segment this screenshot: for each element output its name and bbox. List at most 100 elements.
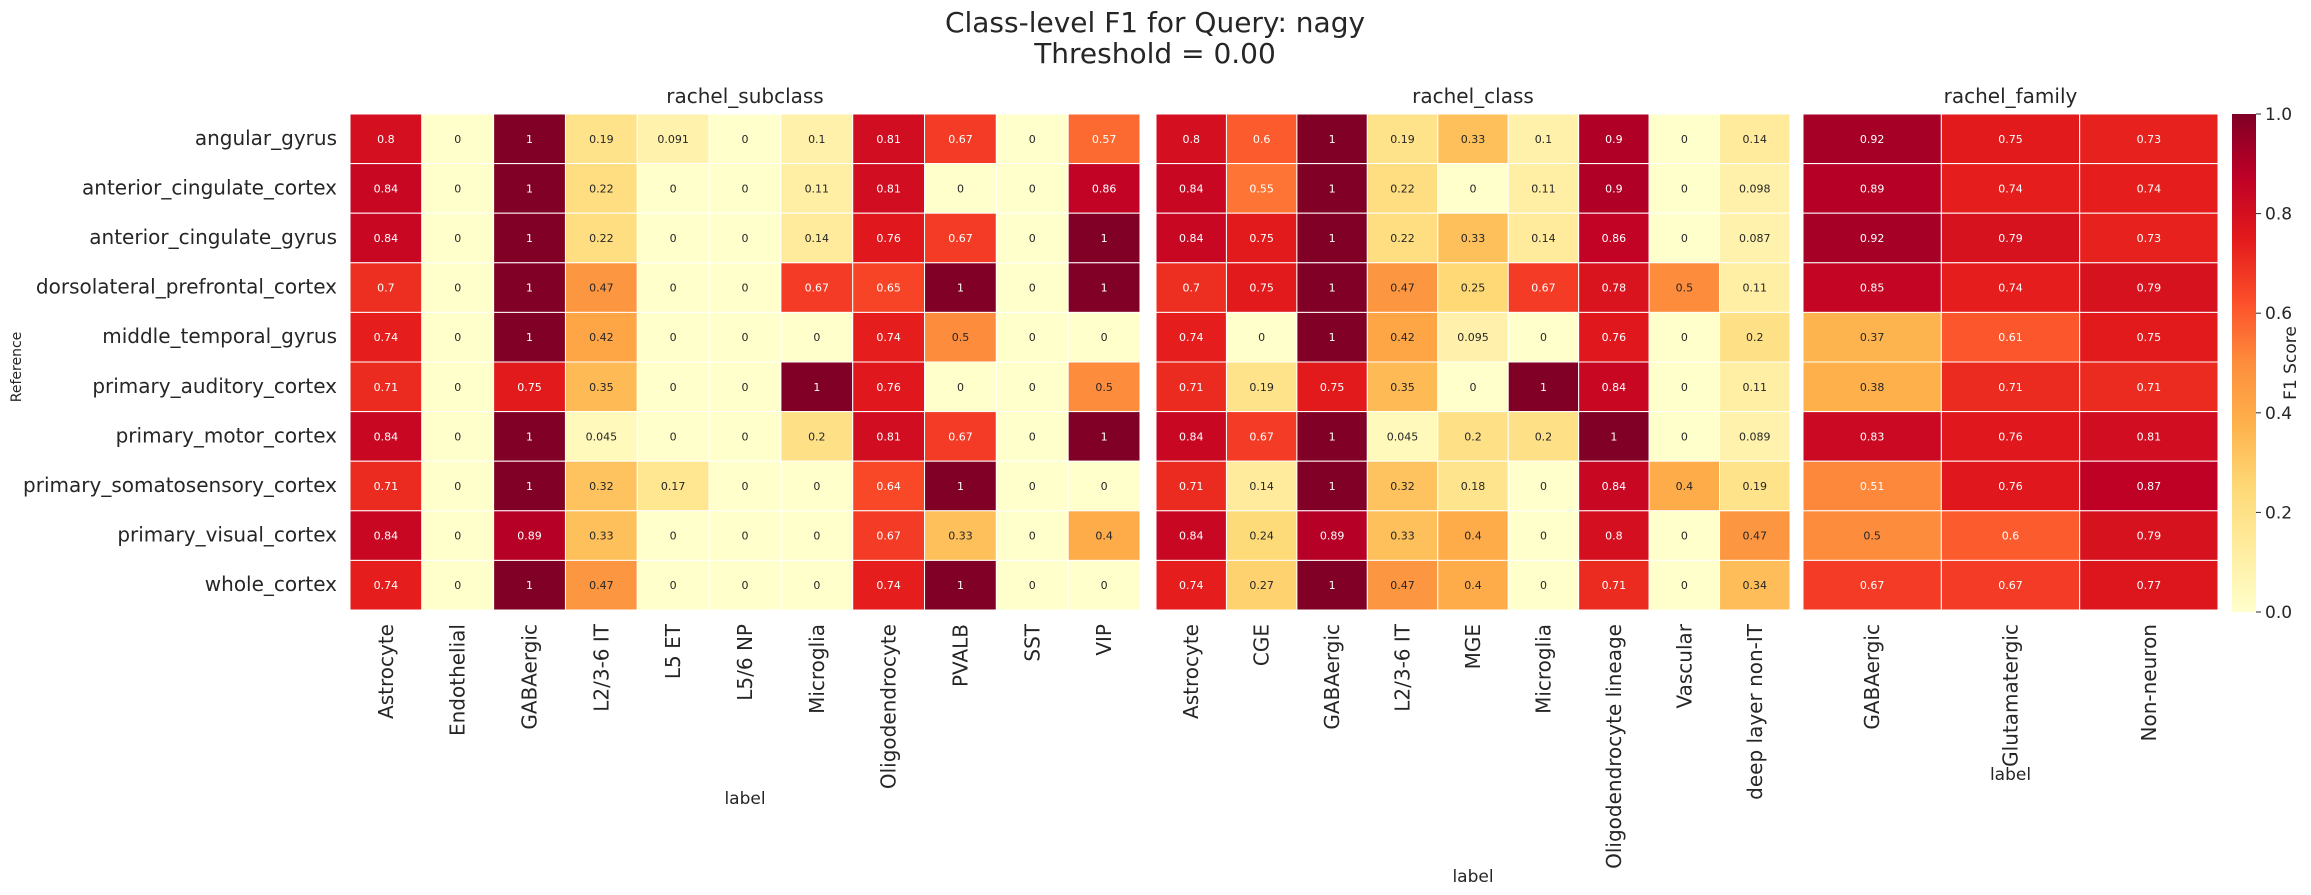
x-tick-label: Vascular (1672, 623, 1696, 708)
x-tick-label: Microglia (805, 624, 829, 714)
heatmap-cell (995, 411, 1069, 462)
heatmap-cell (1719, 559, 1791, 611)
cell-value-label: 0.5 (1676, 282, 1694, 295)
y-axis-label: Reference (9, 332, 25, 403)
x-axis-label: label (724, 789, 765, 809)
cell-value-label: 0 (670, 381, 677, 394)
cell-value-label: 0 (1029, 381, 1036, 394)
heatmap-cell (1225, 163, 1298, 214)
heatmap-cell (1648, 361, 1721, 413)
x-tick-label: GABAergic (518, 624, 542, 730)
cell-value-label: 0.34 (1743, 579, 1768, 592)
cell-value-label: 0.14 (1743, 133, 1768, 146)
heatmap-cell (1366, 163, 1439, 214)
cell-value-label: 0.84 (374, 232, 399, 245)
cell-value-label: 0 (957, 182, 964, 195)
heatmap-cell (780, 510, 854, 561)
heatmap-cell (349, 510, 423, 561)
cell-value-label: 0 (670, 182, 677, 195)
cell-value-label: 0 (1029, 282, 1036, 295)
x-tick-label: Non-neuron (2137, 624, 2161, 741)
heatmap-cell (1940, 311, 2081, 363)
cell-value-label: 0.2 (1746, 331, 1764, 344)
heatmap-cell (708, 559, 782, 611)
heatmap-cell (1940, 113, 2081, 165)
colorbar-tick-label: 0.2 (2265, 503, 2292, 523)
cell-value-label: 0 (454, 182, 461, 195)
cell-value-label: 0 (742, 430, 749, 443)
colorbar-tick-label: 0.0 (2265, 603, 2292, 623)
cell-value-label: 0 (1681, 430, 1688, 443)
heatmap-cell (780, 212, 854, 264)
cell-value-label: 0.67 (1860, 579, 1885, 592)
x-tick-label: Microglia (1531, 624, 1555, 714)
x-tick-label: L5 ET (661, 623, 685, 679)
cell-value-label: 0.84 (374, 430, 399, 443)
cell-value-label: 0.38 (1860, 381, 1885, 394)
heatmap-cell (852, 411, 926, 462)
heatmap-cell (924, 510, 997, 561)
cell-value-label: 0 (454, 381, 461, 394)
heatmap-cell (349, 113, 423, 165)
heatmap-cell (1940, 510, 2081, 561)
cell-value-label: 0.84 (374, 182, 399, 195)
cell-value-label: 0 (1029, 331, 1036, 344)
heatmap-cell (708, 113, 782, 165)
cell-value-label: 0 (670, 282, 677, 295)
heatmap-cell (708, 510, 782, 561)
heatmap-cell (1719, 460, 1791, 512)
cell-value-label: 0.76 (876, 232, 901, 245)
cell-value-label: 1 (526, 480, 533, 493)
heatmap-cell (708, 163, 782, 214)
heatmap-cell (1437, 262, 1509, 313)
cell-value-label: 0 (1029, 133, 1036, 146)
heatmap-cell (1578, 510, 1650, 561)
cell-value-label: 0.71 (374, 480, 399, 493)
heatmap-cell (1067, 311, 1141, 363)
cell-value-label: 0.65 (876, 282, 901, 295)
heatmap-cell (564, 361, 638, 413)
row-label: whole_cortex (205, 572, 337, 596)
cell-value-label: 0 (742, 182, 749, 195)
cell-value-label: 0.2 (1535, 430, 1553, 443)
heatmap-cell (1507, 311, 1580, 363)
colorbar-gradient (2232, 114, 2256, 612)
cell-value-label: 0.42 (589, 331, 614, 344)
cell-value-label: 0 (670, 232, 677, 245)
cell-value-label: 0.47 (589, 579, 614, 592)
cell-value-label: 0.47 (589, 282, 614, 295)
heatmap-cell (1940, 212, 2081, 264)
cell-value-label: 0.55 (1249, 182, 1274, 195)
heatmap-cell (1802, 510, 1942, 561)
cell-value-label: 0.37 (1860, 331, 1885, 344)
cell-value-label: 0.11 (1743, 282, 1768, 295)
heatmap-cell (421, 460, 495, 512)
heatmap-cell (780, 311, 854, 363)
row-label: primary_auditory_cortex (92, 374, 337, 398)
cell-value-label: 0.24 (1249, 530, 1274, 543)
cell-value-label: 0.33 (1461, 232, 1486, 245)
cell-value-label: 0 (813, 579, 820, 592)
x-axis-label: label (1452, 867, 1493, 887)
cell-value-label: 1 (1101, 232, 1108, 245)
cell-value-label: 0.67 (1998, 579, 2023, 592)
cell-value-label: 0.4 (1464, 530, 1482, 543)
colorbar-tick-label: 0.4 (2265, 404, 2292, 424)
cell-value-label: 0.9 (1605, 133, 1623, 146)
heatmap-cell (924, 361, 997, 413)
cell-value-label: 0 (1029, 480, 1036, 493)
heatmap-cell (349, 559, 423, 611)
heatmap-cell (2079, 411, 2219, 462)
cell-value-label: 1 (957, 579, 964, 592)
cell-value-label: 1 (526, 232, 533, 245)
cell-value-label: 0 (1101, 480, 1108, 493)
cell-value-label: 0.045 (586, 430, 618, 443)
cell-value-label: 0.27 (1249, 579, 1274, 592)
cell-value-label: 0.67 (805, 282, 830, 295)
cell-value-label: 0.2 (808, 430, 826, 443)
cell-value-label: 0 (1101, 331, 1108, 344)
cell-value-label: 0 (1681, 381, 1688, 394)
heatmap-cell (1155, 311, 1227, 363)
heatmap-cell (1578, 361, 1650, 413)
